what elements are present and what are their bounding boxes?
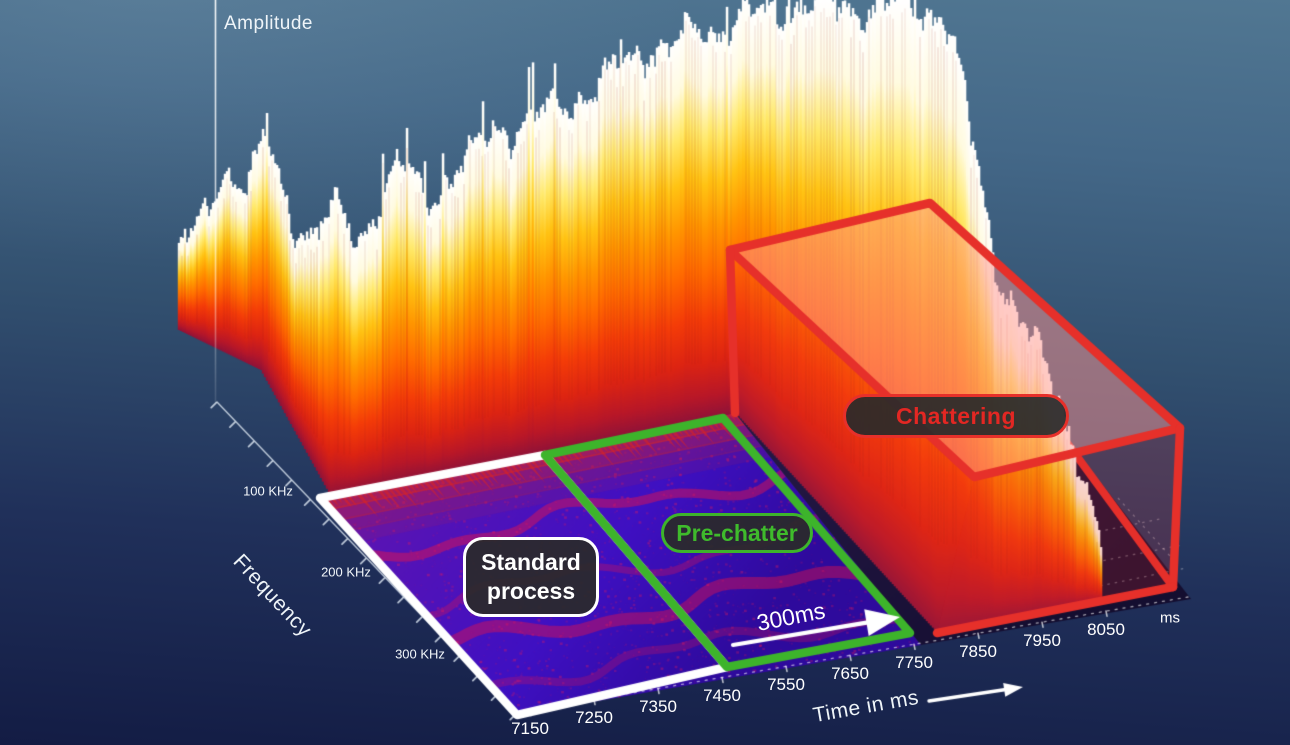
time-tick-label: 7550: [767, 675, 805, 694]
region-label-pre-chatter: Pre-chatter: [661, 513, 813, 553]
time-tick-label: 8050: [1087, 620, 1125, 639]
freq-tick-label: 200 KHz: [321, 564, 371, 580]
duration-annotation: 300ms: [754, 597, 828, 636]
time-unit-label: ms: [1160, 609, 1180, 627]
time-tick-label: 7350: [639, 697, 677, 716]
time-tick-label: 7150: [511, 719, 549, 738]
freq-tick-label: 100 KHz: [243, 483, 293, 499]
freq-tick-label: 300 KHz: [395, 646, 445, 662]
time-tick-label: 7750: [895, 653, 933, 672]
amplitude-axis-label: Amplitude: [224, 13, 313, 34]
region-label-standard-process: Standard process: [463, 537, 599, 617]
time-tick-label: 7950: [1023, 631, 1061, 650]
time-tick-label: 7850: [959, 642, 997, 661]
frequency-axis-label: Frequency: [228, 549, 317, 642]
region-label-chattering: Chattering: [843, 394, 1069, 438]
time-tick-label: 7450: [703, 686, 741, 705]
time-tick-label: 7250: [575, 708, 613, 727]
time-tick-label: 7650: [831, 664, 869, 683]
time-axis-label: Time in ms: [811, 685, 921, 728]
